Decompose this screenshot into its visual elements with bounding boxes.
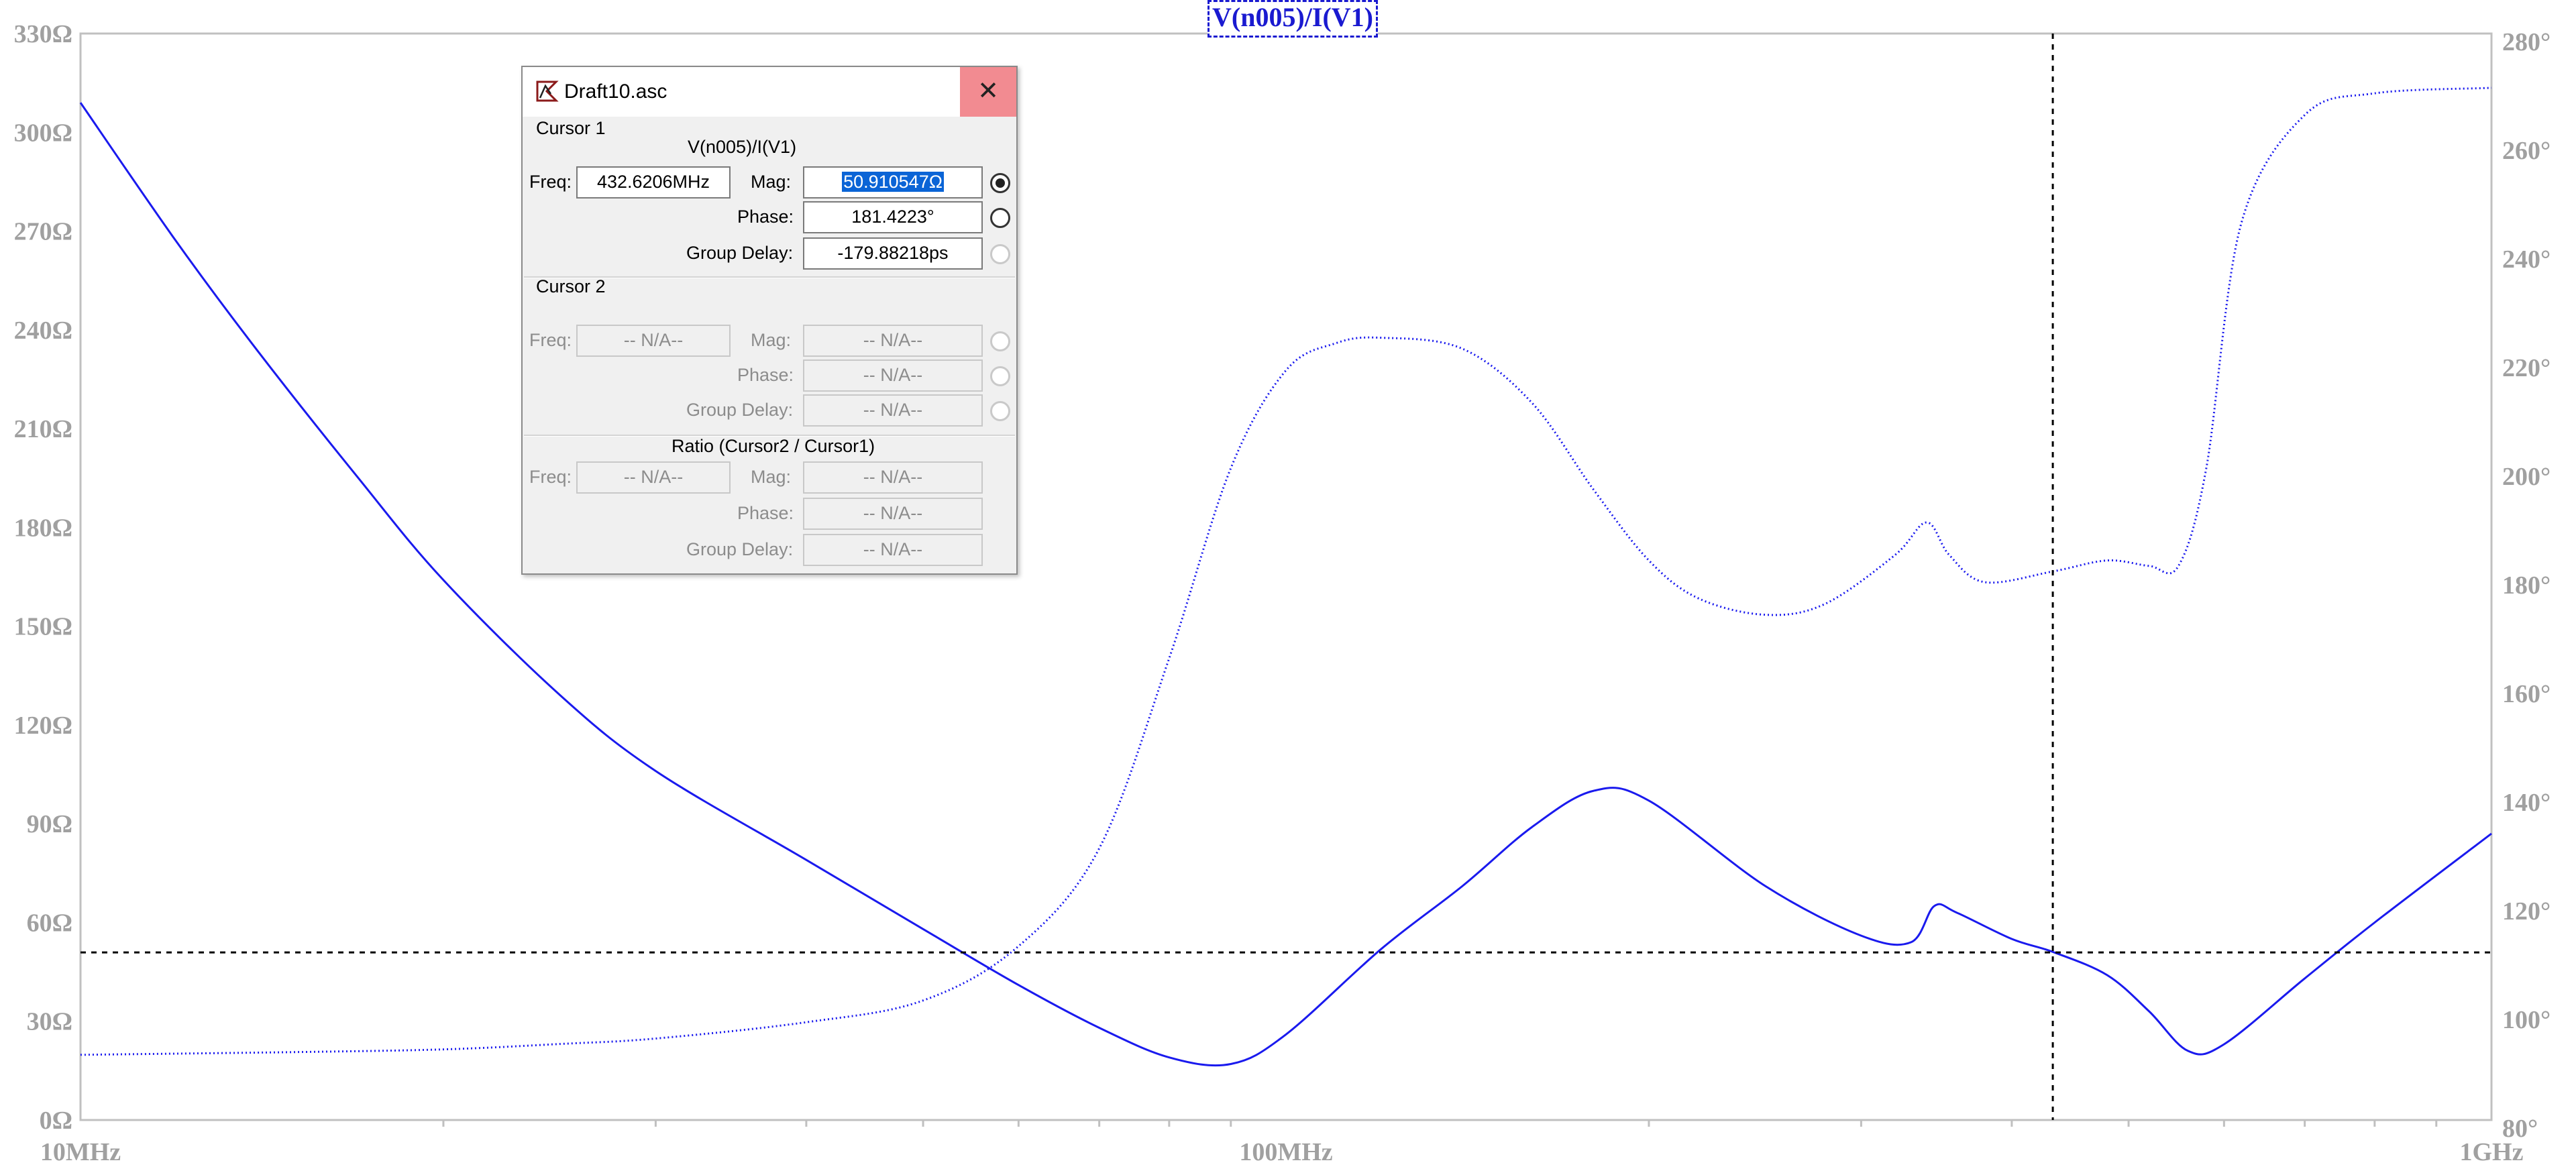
x-tick-label: 100MHz bbox=[1239, 1138, 1332, 1166]
dialog-title: Draft10.asc bbox=[564, 80, 667, 103]
cursor2-phase-label: Phase: bbox=[737, 365, 794, 385]
cursor1-phase-label: Phase: bbox=[737, 207, 794, 227]
right-tick-label: 180° bbox=[2502, 571, 2551, 600]
cursor2-freq-label: Freq: bbox=[529, 330, 572, 350]
cursor1-mag-value: 50.910547Ω bbox=[842, 172, 944, 192]
right-tick-label: 120° bbox=[2502, 897, 2551, 926]
ratio-freq-label: Freq: bbox=[529, 467, 572, 487]
left-tick-label: 180Ω bbox=[14, 514, 72, 542]
cursor1-phase-radio[interactable] bbox=[990, 208, 1010, 228]
left-tick-label: 30Ω bbox=[27, 1008, 72, 1036]
left-axis: 330Ω 300Ω 270Ω 240Ω 210Ω 180Ω 150Ω 120Ω 90Ω 60Ω 30… bbox=[14, 20, 72, 1135]
left-tick-label: 60Ω bbox=[27, 909, 72, 937]
radio-dot-icon bbox=[996, 178, 1005, 188]
cursor-dialog[interactable]: Draft10.asc ✕ Cursor 1 V(n005)/I(V1) Fre… bbox=[521, 66, 1018, 575]
left-tick-label: 330Ω bbox=[14, 20, 72, 48]
ratio-phase-label: Phase: bbox=[737, 503, 794, 523]
left-tick-label: 210Ω bbox=[14, 415, 72, 443]
right-tick-label: 280° bbox=[2502, 28, 2551, 56]
right-tick-label: 220° bbox=[2502, 354, 2551, 382]
cursor2-gd-field: -- N/A-- bbox=[803, 394, 983, 427]
cursor2-group-label: Cursor 2 bbox=[536, 276, 606, 296]
ratio-gd-label: Group Delay: bbox=[686, 539, 794, 559]
cursor-lines[interactable] bbox=[80, 34, 2491, 1120]
cursor2-mag-label: Mag: bbox=[751, 330, 792, 350]
ratio-group-label: Ratio (Cursor2 / Cursor1) bbox=[672, 436, 875, 456]
close-button[interactable]: ✕ bbox=[960, 67, 1016, 117]
cursor2-phase-field: -- N/A-- bbox=[803, 359, 983, 392]
right-tick-label: 260° bbox=[2502, 137, 2551, 165]
ratio-gd-field: -- N/A-- bbox=[803, 534, 983, 566]
left-tick-label: 300Ω bbox=[14, 119, 72, 147]
left-tick-label: 90Ω bbox=[27, 810, 72, 838]
left-tick-label: 120Ω bbox=[14, 712, 72, 740]
right-tick-label: 80° bbox=[2502, 1115, 2538, 1143]
ratio-freq-field: -- N/A-- bbox=[576, 461, 731, 494]
ratio-mag-field: -- N/A-- bbox=[803, 461, 983, 494]
dialog-titlebar[interactable]: Draft10.asc ✕ bbox=[523, 67, 1016, 117]
phase-trace bbox=[80, 87, 2492, 1056]
cursor1-gd-field[interactable]: -179.88218ps bbox=[803, 237, 983, 270]
cursor2-gd-label: Group Delay: bbox=[686, 400, 794, 420]
cursor1-group-label: Cursor 1 bbox=[536, 118, 606, 138]
cursor2-mag-radio[interactable] bbox=[990, 331, 1010, 351]
ltspice-app-icon bbox=[536, 80, 559, 102]
right-tick-label: 160° bbox=[2502, 680, 2551, 708]
left-tick-label: 240Ω bbox=[14, 317, 72, 345]
right-tick-label: 200° bbox=[2502, 463, 2551, 491]
separator bbox=[524, 276, 1015, 278]
x-tick-label: 10MHz bbox=[40, 1138, 121, 1166]
left-tick-label: 0Ω bbox=[40, 1107, 72, 1135]
left-tick-label: 270Ω bbox=[14, 218, 72, 246]
right-axis: 280° 260° 240° 220° 200° 180° 160° 140° 120° 100°… bbox=[2502, 28, 2551, 1143]
cursor1-phase-field[interactable]: 181.4223° bbox=[803, 201, 983, 233]
cursor2-gd-radio[interactable] bbox=[990, 401, 1010, 421]
cursor1-mag-field[interactable]: 50.910547Ω bbox=[803, 166, 983, 199]
cursor1-gd-label: Group Delay: bbox=[686, 243, 794, 263]
cursor2-phase-radio[interactable] bbox=[990, 366, 1010, 386]
cursor1-freq-label: Freq: bbox=[529, 172, 572, 192]
right-tick-label: 140° bbox=[2502, 789, 2551, 817]
traces bbox=[79, 87, 2492, 1067]
cursor1-gd-radio[interactable] bbox=[990, 244, 1010, 264]
right-tick-label: 100° bbox=[2502, 1006, 2551, 1034]
plot-frame bbox=[79, 32, 2493, 1121]
x-tick-label: 1GHz bbox=[2460, 1138, 2524, 1166]
cursor1-freq-field[interactable]: 432.6206MHz bbox=[576, 166, 731, 199]
cursor2-freq-field: -- N/A-- bbox=[576, 325, 731, 357]
magnitude-trace bbox=[79, 102, 2492, 1067]
cursor2-mag-field: -- N/A-- bbox=[803, 325, 983, 357]
left-tick-label: 150Ω bbox=[14, 613, 72, 641]
ratio-mag-label: Mag: bbox=[751, 467, 792, 487]
separator bbox=[524, 435, 1015, 437]
trace-title[interactable]: V(n005)/I(V1) bbox=[1208, 0, 1378, 38]
cursor1-mag-label: Mag: bbox=[751, 172, 792, 192]
cursor1-expression: V(n005)/I(V1) bbox=[688, 137, 797, 157]
ratio-phase-field: -- N/A-- bbox=[803, 498, 983, 530]
cursor1-mag-radio[interactable] bbox=[990, 173, 1010, 193]
x-axis: 10MHz 100MHz 1GHz bbox=[40, 1120, 2524, 1166]
right-tick-label: 240° bbox=[2502, 245, 2551, 274]
